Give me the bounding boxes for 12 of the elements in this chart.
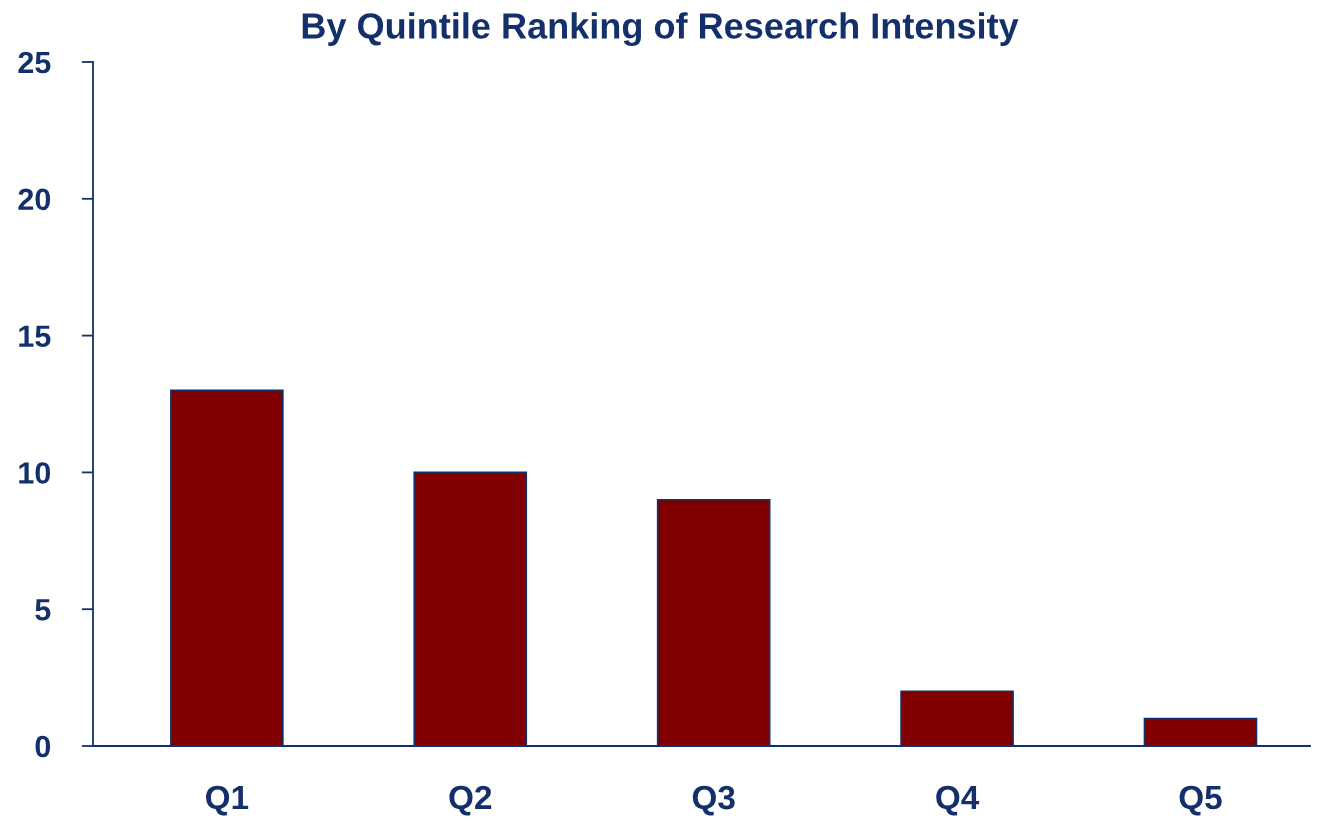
x-tick-label: Q1: [206, 785, 249, 816]
y-tick-label: 0: [35, 735, 51, 758]
y-tick-label: 5: [35, 599, 51, 621]
y-tick-label: 25: [18, 51, 51, 74]
x-tick-label: Q5: [1179, 785, 1222, 816]
x-tick-label: Q3: [692, 785, 735, 816]
y-tick-label: 15: [19, 325, 51, 347]
y-tick-label: 10: [19, 462, 51, 484]
x-tick-label: Q2: [449, 785, 492, 816]
chart-title: By Quintile Ranking of Research Intensity: [302, 12, 1019, 47]
y-tick-label: 20: [18, 188, 51, 211]
x-tick-label: Q4: [936, 785, 980, 816]
